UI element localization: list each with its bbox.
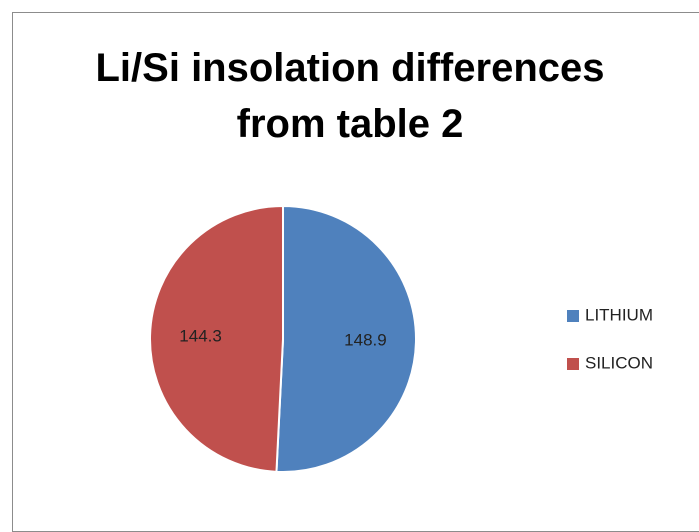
legend-swatch	[567, 310, 579, 322]
legend-label: LITHIUM	[585, 305, 653, 324]
page: Li/Si insolation differences from table …	[12, 12, 699, 532]
data-label: 144.3	[179, 326, 222, 345]
legend-swatch	[567, 358, 579, 370]
chart: 148.9 144.3 LITHIUM SILICON	[149, 204, 653, 473]
pie-slice	[149, 204, 284, 473]
data-label: 148.9	[344, 331, 387, 350]
legend-label: SILICON	[585, 353, 653, 372]
chart-title: Li/Si insolation differences from table …	[95, 46, 605, 146]
pie-slice	[275, 204, 418, 473]
